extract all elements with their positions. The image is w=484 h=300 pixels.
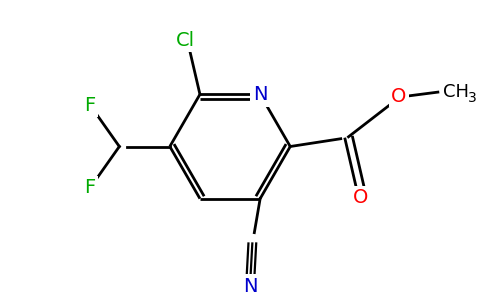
Text: CH: CH: [443, 83, 469, 101]
Text: N: N: [243, 277, 257, 296]
Text: F: F: [85, 178, 96, 197]
Text: O: O: [392, 86, 407, 106]
Text: F: F: [85, 96, 96, 115]
Text: Cl: Cl: [176, 32, 195, 50]
Text: O: O: [352, 188, 368, 206]
Text: N: N: [253, 85, 267, 104]
Text: 3: 3: [468, 91, 477, 105]
